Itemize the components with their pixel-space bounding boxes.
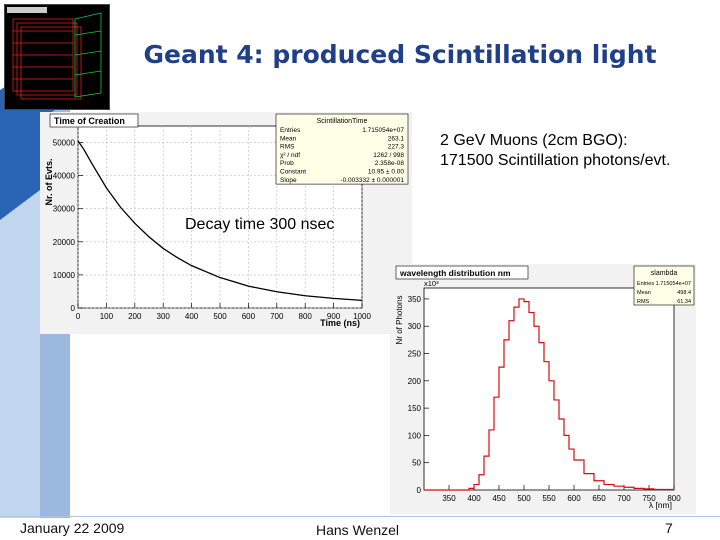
y-tick-label: 150 [408, 404, 422, 413]
stats-row-value: 61.34 [677, 299, 691, 305]
stats-name: ScintillationTime [317, 118, 368, 125]
wavelength-chart: 350 400 450 500 550 600 650 700 750 800 0 50 100 150 2… [390, 264, 696, 514]
x-axis-label: λ [nm] [649, 500, 672, 510]
stats-row-label: Entries [637, 281, 654, 287]
stats-box [633, 265, 695, 306]
x-tick-label: 700 [270, 312, 284, 321]
x-axis-label: Time (ns) [320, 318, 360, 328]
stats-box [275, 113, 409, 185]
y-tick-label: 40000 [53, 172, 76, 181]
x-tick-label: 900 [327, 312, 341, 321]
x-tick-label: 500 [213, 312, 227, 321]
x-tick-label: 750 [642, 494, 656, 503]
left-light-band [0, 190, 40, 540]
x-tick-label: 600 [242, 312, 256, 321]
y-axis-label: Nr. of Evts. [44, 158, 54, 205]
slide-title: Geant 4: produced Scintillation light [143, 40, 657, 69]
x-tick-label: 400 [185, 312, 199, 321]
x-tick-label: 400 [467, 494, 481, 503]
stats-row-value: 1.715054e+07 [362, 127, 404, 134]
stats-row-value: 263.1 [388, 135, 405, 142]
y-tick-label: 50 [412, 459, 421, 468]
x-tick-label: 800 [667, 494, 681, 503]
wavelength-svg: 350 400 450 500 550 600 650 700 750 800 0 50 100 150 2… [395, 265, 695, 510]
stats-row-label: RMS [280, 144, 295, 151]
footer-bar [0, 518, 720, 540]
y-tick-label: 10000 [53, 271, 76, 280]
stats-row-value: 227.3 [388, 144, 405, 151]
stats-row-value: -0.003332 ± 0.000001 [340, 177, 404, 184]
stats-row-label: Mean [280, 135, 297, 142]
stats-row-label: Mean [637, 290, 651, 296]
y-scale-label: x10³ [424, 279, 439, 288]
stats-row-value: 498.4 [677, 290, 691, 296]
series-line [424, 298, 675, 491]
stats-row-label: Prob [280, 160, 294, 167]
x-tick-label: 200 [128, 312, 142, 321]
y-tick-label: 20000 [53, 238, 76, 247]
time-of-creation-chart: 0 100 200 300 400 500 600 700 800 900 1000 0 10000 20… [40, 112, 412, 334]
decay-note: Decay time 300 nsec [185, 216, 335, 233]
plot-area [423, 287, 675, 491]
x-tick-label: 450 [492, 494, 506, 503]
y-tick-label: 350 [408, 295, 422, 304]
stats-row-label: Constant [280, 169, 306, 176]
x-tick-label: 650 [592, 494, 606, 503]
stats-row-label: Entries [280, 127, 301, 134]
x-tick-label: 700 [617, 494, 631, 503]
chart-title-box [49, 113, 139, 128]
y-axis-label: Nr of Photons [395, 296, 404, 345]
x-tick-label: 800 [299, 312, 313, 321]
x-tick-label: 600 [567, 494, 581, 503]
time-of-creation-svg: 0 100 200 300 400 500 600 700 800 900 100001000020… [44, 113, 409, 328]
x-tick-label: 0 [76, 312, 81, 321]
x-tick-label: 500 [517, 494, 531, 503]
x-tick-label: 550 [542, 494, 556, 503]
stats-row-value: 2.358e-08 [375, 160, 405, 167]
stats-name: slambda [651, 270, 678, 277]
footer-page-number: 7 [665, 520, 673, 536]
chart-title-box [395, 265, 529, 280]
detector-crystals-image [7, 7, 102, 100]
footer-author: Hans Wenzel [316, 522, 400, 538]
y-tick-label: 0 [71, 304, 76, 313]
y-tick-label: 100 [408, 431, 422, 440]
y-tick-label: 50000 [53, 139, 76, 148]
stats-row-value: 1.715054e+07 [656, 281, 691, 287]
x-tick-label: 100 [100, 312, 114, 321]
y-tick-label: 300 [408, 322, 422, 331]
muons-note-line1: 2 GeV Muons (2cm BGO): [440, 132, 628, 149]
footer-line [0, 516, 720, 517]
stats-row-value: 10.95 ± 0.00 [368, 169, 404, 176]
chart-title: wavelength distribution nm [399, 268, 511, 278]
chart-title: Time of Creation [54, 116, 125, 126]
footer-date: January 22 2009 [20, 520, 125, 536]
y-tick-label: 30000 [53, 205, 76, 214]
x-tick-label: 1000 [353, 312, 371, 321]
x-tick-label: 300 [157, 312, 171, 321]
stats-row-label: χ² / ndf [280, 152, 300, 159]
y-tick-label: 250 [408, 350, 422, 359]
stats-row-value: 1262 / 998 [373, 152, 404, 159]
detector-thumbnail [4, 4, 110, 110]
x-tick-label: 350 [442, 494, 456, 503]
y-tick-label: 0 [417, 486, 422, 495]
muons-note-line2: 171500 Scintillation photons/evt. [440, 152, 671, 169]
series-line [77, 140, 363, 302]
y-tick-label: 200 [408, 377, 422, 386]
stats-row-label: Slope [280, 177, 297, 184]
stats-row-label: RMS [637, 299, 650, 305]
